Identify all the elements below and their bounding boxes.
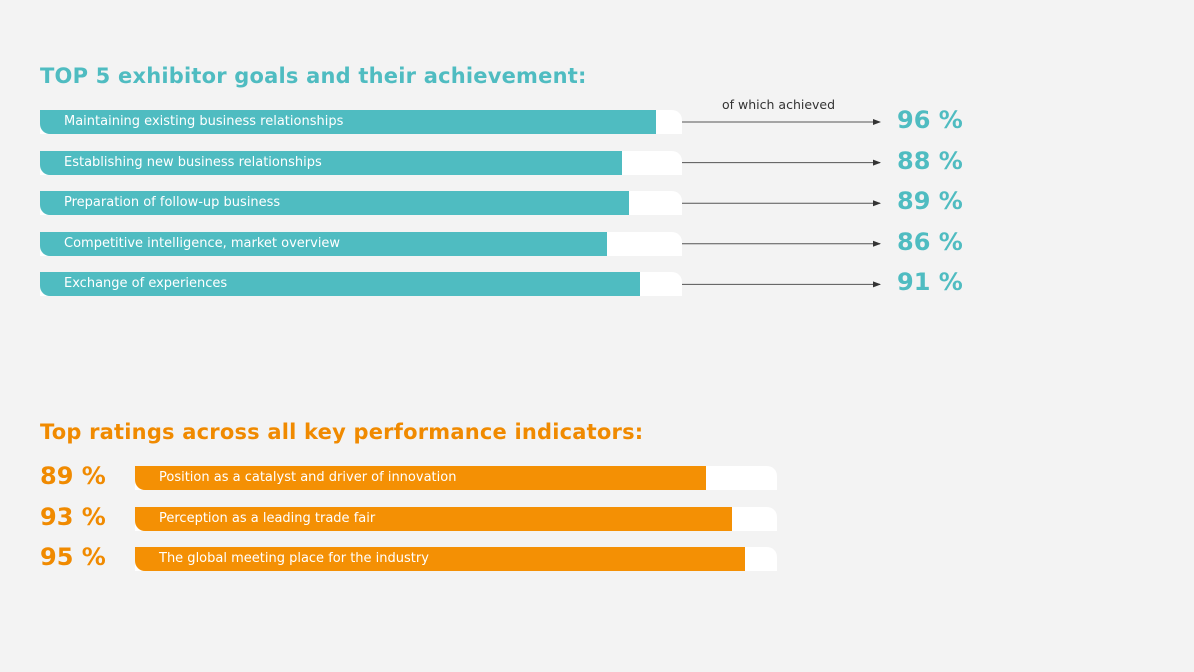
kpi-value-label: 93 % (40, 502, 106, 531)
kpi-label: Perception as a leading trade fair (159, 510, 376, 526)
kpi-bar: The global meeting place for the industr… (135, 547, 745, 571)
goal-bar-track: Competitive intelligence, market overvie… (40, 231, 682, 256)
goal-label: Exchange of experiences (64, 276, 228, 292)
goal-bar-track: Preparation of follow-up business (40, 191, 682, 216)
kpi-value-label: 89 % (40, 462, 106, 490)
goals-chart-title: TOP 5 exhibitor goals and their achievem… (40, 64, 587, 88)
goal-bar-track: Establishing new business relationships (40, 150, 682, 175)
goal-bar: Exchange of experiences (40, 272, 641, 297)
kpi-bar: Position as a catalyst and driver of inn… (135, 466, 707, 490)
achieved-annotation: of which achieved (722, 97, 836, 112)
goal-label: Establishing new business relationships (64, 154, 322, 170)
goal-bar: Establishing new business relationships (40, 150, 623, 175)
goal-bar: Competitive intelligence, market overvie… (40, 231, 607, 256)
achieved-value-label: 86 % (897, 227, 963, 256)
goal-bar: Maintaining existing business relationsh… (40, 110, 657, 134)
kpi-label: The global meeting place for the industr… (159, 551, 429, 566)
achieved-value-label: 89 % (897, 187, 963, 216)
kpi-bar-track: Position as a catalyst and driver of inn… (135, 466, 777, 490)
goal-bar: Preparation of follow-up business (40, 191, 630, 216)
kpi-label: Position as a catalyst and driver of inn… (159, 470, 457, 485)
achieved-value-label: 96 % (897, 106, 963, 134)
achieved-value-label: 91 % (897, 268, 963, 297)
goal-bar-track: Maintaining existing business relationsh… (40, 110, 682, 134)
kpi-bar-track: Perception as a leading trade fair (135, 506, 777, 531)
kpi-bar-track: The global meeting place for the industr… (135, 547, 777, 571)
kpi-value-label: 95 % (40, 543, 106, 571)
kpi-chart-title: Top ratings across all key performance i… (40, 420, 644, 444)
kpi-bar: Perception as a leading trade fair (135, 506, 733, 531)
achieved-value-label: 88 % (897, 146, 963, 175)
goal-label: Maintaining existing business relationsh… (64, 114, 344, 129)
goal-label: Preparation of follow-up business (64, 195, 281, 211)
goal-bar-track: Exchange of experiences (40, 272, 682, 297)
goal-label: Competitive intelligence, market overvie… (64, 235, 341, 251)
